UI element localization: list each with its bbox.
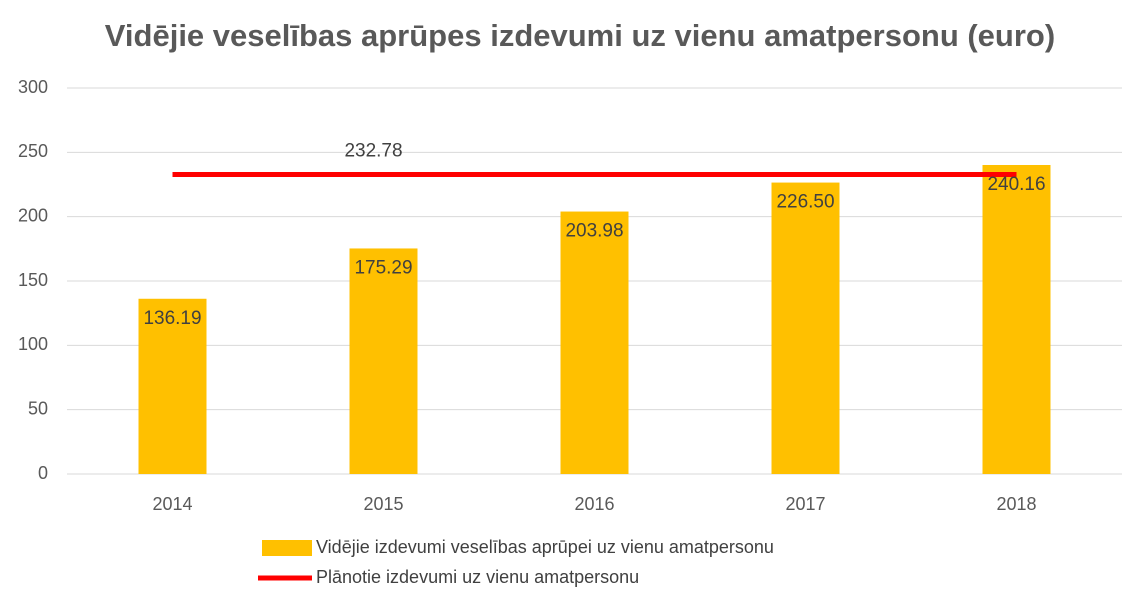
- y-tick-label: 100: [18, 334, 48, 354]
- y-tick-label: 250: [18, 141, 48, 161]
- x-tick-label: 2018: [996, 494, 1036, 514]
- data-label: 136.19: [143, 308, 201, 329]
- legend-label: Vidējie izdevumi veselības aprūpei uz vi…: [316, 537, 774, 557]
- bar: [560, 211, 629, 475]
- bar: [982, 164, 1051, 474]
- y-tick-label: 200: [18, 205, 48, 225]
- y-tick-label: 0: [38, 463, 48, 483]
- bar: [138, 298, 207, 474]
- y-tick-label: 300: [18, 77, 48, 97]
- x-tick-label: 2015: [363, 494, 403, 514]
- data-label: 175.29: [354, 257, 412, 278]
- chart-title: Vidējie veselības aprūpes izdevumi uz vi…: [104, 18, 1056, 53]
- data-label: 232.78: [344, 141, 402, 162]
- data-label: 203.98: [565, 221, 623, 242]
- y-tick-label: 50: [28, 398, 48, 418]
- y-tick-label: 150: [18, 270, 48, 290]
- x-tick-label: 2017: [785, 494, 825, 514]
- data-label: 240.16: [987, 174, 1045, 195]
- x-tick-label: 2014: [152, 494, 192, 514]
- x-tick-label: 2016: [574, 494, 614, 514]
- bar: [349, 248, 418, 474]
- legend-label: Plānotie izdevumi uz vienu amatpersonu: [316, 567, 639, 587]
- legend-swatch: [262, 540, 312, 556]
- bar: [771, 182, 840, 474]
- data-label: 226.50: [776, 192, 834, 213]
